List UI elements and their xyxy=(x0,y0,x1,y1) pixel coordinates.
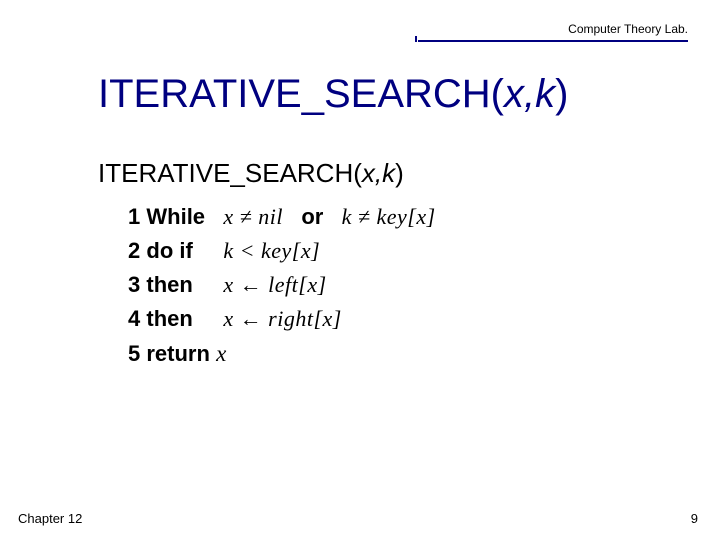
line-num: 3 xyxy=(128,272,140,297)
line-kw: then xyxy=(146,272,192,297)
algo-line-4: 4 then x ← right[x] xyxy=(128,302,436,336)
algo-line-1: 1 While x ≠ nil or k ≠ key[x] xyxy=(128,200,436,234)
line-kw: return xyxy=(146,341,210,366)
line-num: 2 xyxy=(128,238,140,263)
line-num: 4 xyxy=(128,306,140,331)
header-underline xyxy=(418,40,688,42)
line-kw: do if xyxy=(146,238,192,263)
subtitle-args: x,k xyxy=(362,158,395,188)
header-lab: Computer Theory Lab. xyxy=(568,22,688,36)
line-kw: then xyxy=(146,306,192,331)
subtitle-text: ITERATIVE_SEARCH( xyxy=(98,158,362,188)
line-num: 1 xyxy=(128,204,140,229)
line-math2: k ≠ key[x] xyxy=(342,204,436,229)
line-math: x ← left[x] xyxy=(223,272,326,297)
line-num: 5 xyxy=(128,341,140,366)
footer-page-number: 9 xyxy=(691,511,698,526)
algo-line-3: 3 then x ← left[x] xyxy=(128,268,436,302)
page-title: ITERATIVE_SEARCH(x,k) xyxy=(98,72,568,117)
line-ital: x xyxy=(216,341,226,366)
line-math: x ≠ nil xyxy=(223,204,283,229)
line-kw: While xyxy=(146,204,205,229)
line-math: x ← right[x] xyxy=(223,306,341,331)
subtitle-close: ) xyxy=(395,158,404,188)
subtitle: ITERATIVE_SEARCH(x,k) xyxy=(98,158,404,189)
title-close: ) xyxy=(555,72,568,116)
header-tick xyxy=(415,36,417,42)
algorithm-block: 1 While x ≠ nil or k ≠ key[x] 2 do if k … xyxy=(128,200,436,372)
title-args: x,k xyxy=(504,72,555,116)
line-mid: or xyxy=(301,204,323,229)
algo-line-2: 2 do if k < key[x] xyxy=(128,234,436,268)
title-text: ITERATIVE_SEARCH( xyxy=(98,72,504,116)
algo-line-5: 5 return x xyxy=(128,336,436,372)
line-math: k < key[x] xyxy=(223,238,320,263)
footer-chapter: Chapter 12 xyxy=(18,511,82,526)
